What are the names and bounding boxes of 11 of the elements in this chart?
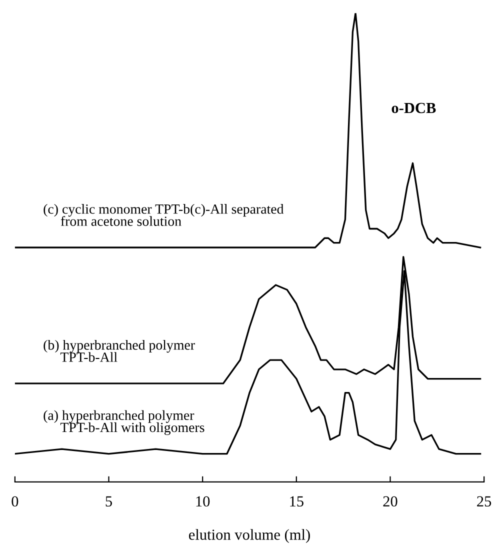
x-tick-label: 25 <box>477 496 492 507</box>
x-tick-label: 5 <box>106 496 112 507</box>
series-label: (c) cyclic monomer TPT-b(c)-All separated from acetone solution <box>44 204 284 226</box>
x-tick-label: 20 <box>383 496 398 507</box>
annotation: o-DCB <box>392 102 436 114</box>
x-axis-title: elution volume (ml) <box>188 529 310 543</box>
x-tick-label: 10 <box>196 496 210 507</box>
x-tick-label: 0 <box>12 496 18 507</box>
series-label: (a) hyperbranched polymer TPT-b-All with oligomers <box>44 410 204 436</box>
x-tick-label: 15 <box>290 496 304 507</box>
series-label: (b) hyperbranched polymer TPT-b-All <box>44 340 195 362</box>
